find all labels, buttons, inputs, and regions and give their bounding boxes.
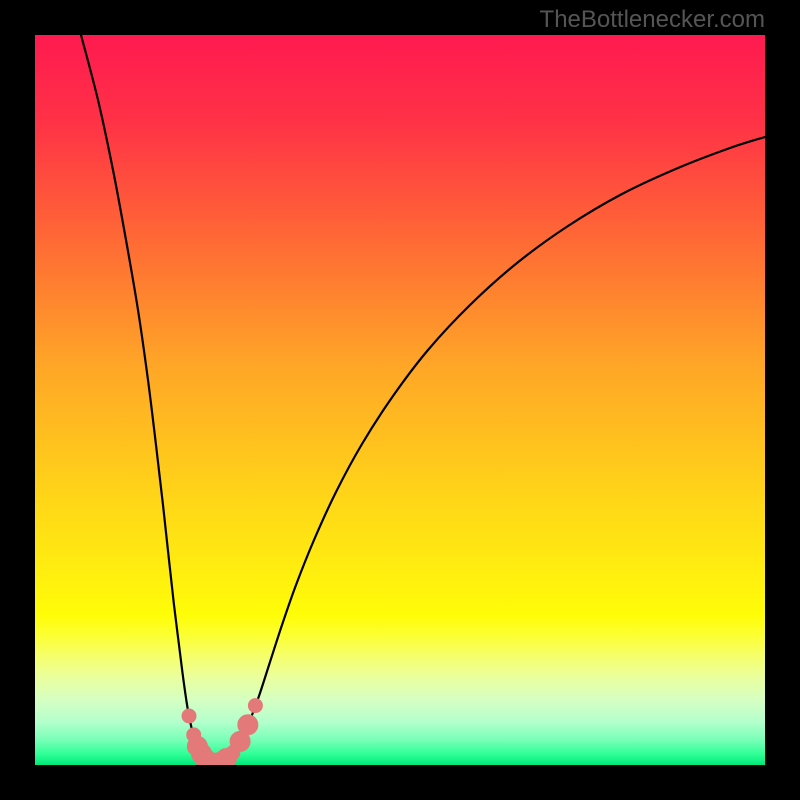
curves-svg (0, 0, 800, 800)
curve-left (81, 35, 212, 764)
curve-right (212, 137, 765, 764)
marker-dot (238, 715, 258, 735)
marker-dot (248, 699, 262, 713)
marker-dot (182, 709, 196, 723)
watermark: TheBottlenecker.com (540, 6, 765, 34)
chart-root: TheBottlenecker.com (0, 0, 800, 800)
